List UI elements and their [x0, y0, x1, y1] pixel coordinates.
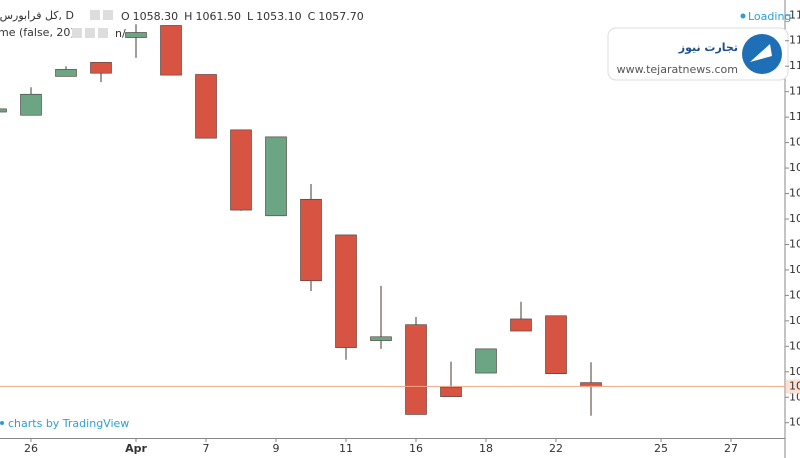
watermark-title: تجارت نیوز: [678, 41, 738, 54]
candle-body: [195, 74, 217, 139]
candle-body: [475, 348, 497, 374]
candle-body: [90, 62, 112, 74]
ohlc-label: H: [184, 10, 192, 23]
y-tick-label: 1076: [789, 263, 800, 276]
y-tick-label: 1060: [789, 365, 800, 378]
x-tick-label: 11: [339, 442, 353, 455]
y-tick-label: 1104: [789, 85, 800, 98]
candle-body: [300, 198, 322, 282]
candle-body: [370, 336, 392, 341]
candle-body: [440, 386, 462, 397]
x-tick-label: Apr: [125, 442, 147, 455]
plot: [0, 24, 785, 416]
last-price-label: 1057.7: [789, 379, 800, 392]
candle-body: [125, 32, 147, 38]
indicator-value: n/: [115, 27, 126, 40]
icon[interactable]: [103, 10, 113, 20]
ohlc-label: C: [308, 10, 316, 23]
y-tick-label: 1052: [789, 416, 800, 429]
x-tick-label: 9: [273, 442, 280, 455]
x-tick-label: 16: [409, 442, 423, 455]
icon[interactable]: [90, 10, 100, 20]
candle-body: [545, 315, 567, 375]
watermark-logo-mark: [750, 44, 772, 62]
ohlc-value: 1061.50: [195, 10, 241, 23]
icon[interactable]: [72, 28, 82, 38]
x-tick-label: 7: [203, 442, 210, 455]
y-tick-label: 1056: [789, 390, 800, 403]
x-tick-label: 27: [724, 442, 738, 455]
y-tick-label: 1088: [789, 187, 800, 200]
ohlc: O 1058.30 H 1061.50 L 1053.10 C 1057.70: [121, 10, 364, 23]
y-tick-label: 1072: [789, 288, 800, 301]
status-dot: [740, 13, 746, 19]
credit-dot: [0, 421, 4, 425]
candle-body: [160, 25, 182, 76]
candle-body: [265, 136, 287, 217]
candle-body: [335, 234, 357, 348]
ohlc-value: 1058.30: [133, 10, 179, 23]
icon[interactable]: [98, 28, 108, 38]
candle-body: [20, 93, 42, 116]
indicator: me (false, 20): [0, 26, 75, 39]
y-tick-label: 1064: [789, 339, 800, 352]
y-tick-label: 1080: [789, 237, 800, 250]
icon[interactable]: [85, 28, 95, 38]
x-tick-label: 26: [24, 442, 38, 455]
y-tick-label: 1100: [789, 110, 800, 123]
ohlc-value: 1057.70: [318, 10, 364, 23]
candle-body: [580, 382, 602, 387]
y-tick-label: 1092: [789, 161, 800, 174]
watermark-box: [607, 27, 789, 81]
y-tick-label: 1068: [789, 314, 800, 327]
candle-body: [230, 129, 252, 211]
y-tick-label: 1084: [789, 212, 800, 225]
candle-body: [405, 324, 427, 415]
watermark-url: www.tejaratnews.com: [617, 63, 738, 76]
x-tick-label: 22: [549, 442, 563, 455]
candle-body: [510, 318, 532, 332]
symbol: كل فرابورس, D: [0, 9, 74, 22]
candle-body: [0, 108, 7, 113]
credit: charts by TradingView: [8, 417, 129, 430]
ohlc-label: L: [247, 10, 254, 23]
ohlc-label: O: [121, 10, 130, 23]
y-tick-label: 1096: [789, 136, 800, 149]
y-tick-label: 1108: [789, 59, 800, 72]
status: Loading: [748, 10, 791, 23]
x-tick-label: 25: [654, 442, 668, 455]
x-tick-label: 18: [479, 442, 493, 455]
ohlc-value: 1053.10: [256, 10, 302, 23]
candle-body: [55, 69, 77, 77]
last-price-tag: [786, 379, 800, 394]
